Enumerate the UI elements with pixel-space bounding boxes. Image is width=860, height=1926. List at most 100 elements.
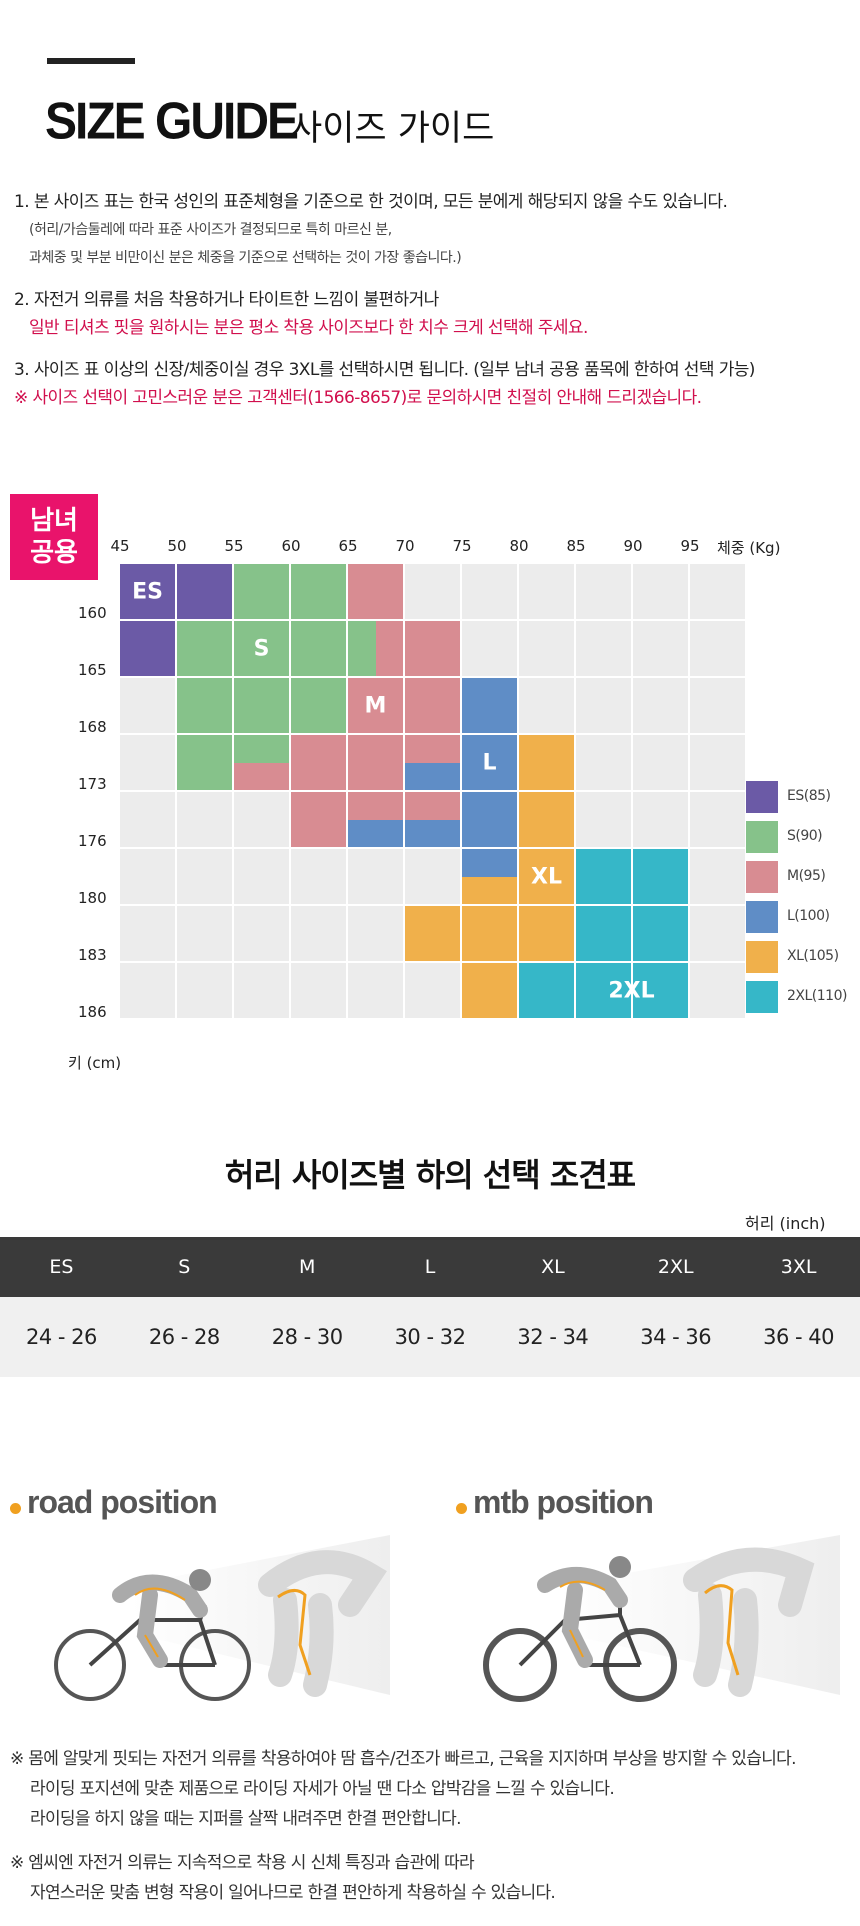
grid-cell-M	[348, 564, 403, 619]
grid-cell-ES	[120, 621, 175, 676]
grid-cell-M	[405, 678, 460, 733]
grid-cell-empty	[633, 564, 688, 619]
weight-tick-label: 45	[110, 537, 130, 555]
badge-line-1: 남녀	[30, 506, 78, 536]
grid-cell-2XL	[633, 906, 688, 961]
height-tick-label: 176	[78, 832, 107, 850]
weight-tick-label: 75	[452, 537, 472, 555]
waist-value-cell: 24 - 26	[25, 1325, 97, 1349]
grid-cell-empty	[234, 906, 289, 961]
grid-cell-empty	[348, 906, 403, 961]
legend-swatch-2XL	[746, 981, 778, 1013]
size-notes: 1. 본 사이즈 표는 한국 성인의 표준체형을 기준으로 한 것이며, 모든 …	[14, 188, 854, 412]
grid-cell-M	[234, 762, 289, 790]
grid-cell-M	[291, 792, 346, 847]
grid-cell-empty	[405, 849, 460, 904]
weight-tick-label: 65	[338, 537, 358, 555]
bottom-notes: ※ 몸에 알맞게 핏되는 자전거 의류를 착용하여야 땀 흡수/건조가 빠르고,…	[10, 1744, 860, 1908]
grid-cell-empty	[462, 621, 517, 676]
grid-cell-XL	[519, 906, 574, 961]
weight-tick-label: 50	[167, 537, 187, 555]
grid-cell-empty	[177, 906, 232, 961]
grid-cell-empty	[177, 849, 232, 904]
weight-tick-label: 70	[395, 537, 415, 555]
grid-cell-2XL	[633, 849, 688, 904]
grid-cell-empty	[120, 849, 175, 904]
road-cyclist-illustration	[54, 1535, 390, 1701]
grid-cell-L	[405, 762, 460, 790]
grid-cell-M	[348, 678, 403, 733]
road-position-title: road position	[27, 1484, 218, 1520]
grid-cell-M	[405, 621, 460, 676]
waist-header-cell: ES	[49, 1256, 74, 1278]
grid-cell-empty	[234, 792, 289, 847]
grid-cell-empty	[120, 792, 175, 847]
grid-cell-XL	[519, 849, 574, 904]
legend-label-S: S(90)	[787, 828, 823, 844]
height-tick-label: 186	[78, 1003, 107, 1021]
mtb-position-title: mtb position	[473, 1484, 654, 1520]
page-title-ko: 사이즈 가이드	[290, 109, 495, 149]
grid-cell-empty	[633, 621, 688, 676]
mtb-cyclist-illustration	[483, 1535, 840, 1702]
grid-cell-M	[375, 621, 403, 676]
waist-header-cell: M	[298, 1256, 316, 1278]
bullet-dot-icon	[456, 1503, 467, 1514]
height-tick-label: 168	[78, 718, 107, 736]
grid-cell-M	[405, 792, 460, 820]
grid-cell-empty	[291, 849, 346, 904]
grid-cell-empty	[348, 963, 403, 1018]
legend-label-ES: ES(85)	[787, 788, 831, 804]
grid-cell-empty	[405, 564, 460, 619]
grid-cell-2XL	[576, 849, 631, 904]
bullet-dot-icon	[10, 1503, 21, 1514]
bottom-note-5: 자연스러운 맞춤 변형 작용이 일어나므로 한결 편안하게 착용하실 수 있습니…	[30, 1883, 556, 1903]
size-label-XL: XL	[531, 864, 562, 889]
legend-swatch-XL	[746, 941, 778, 973]
grid-cell-XL	[519, 735, 574, 790]
page-title-en: SIZE GUIDE	[45, 93, 299, 151]
bottom-note-1: ※ 몸에 알맞게 핏되는 자전거 의류를 착용하여야 땀 흡수/건조가 빠르고,…	[10, 1749, 796, 1769]
grid-cell-empty	[576, 792, 631, 847]
waist-value-cell: 32 - 34	[517, 1325, 589, 1349]
grid-cell-L	[405, 819, 460, 847]
title-accent-bar	[47, 58, 135, 64]
grid-cell-empty	[576, 564, 631, 619]
height-tick-label: 160	[78, 604, 107, 622]
grid-cell-empty	[291, 963, 346, 1018]
grid-cell-empty	[690, 963, 745, 1018]
grid-cell-empty	[633, 792, 688, 847]
grid-cell-empty	[576, 735, 631, 790]
size-label-M: M	[364, 693, 387, 718]
grid-cell-empty	[690, 849, 745, 904]
grid-cell-M	[348, 735, 403, 790]
legend-label-L: L(100)	[787, 908, 830, 924]
grid-cell-empty	[690, 621, 745, 676]
grid-cell-S	[177, 735, 232, 790]
weight-tick-label: 80	[509, 537, 529, 555]
grid-cell-2XL	[576, 906, 631, 961]
weight-tick-label: 95	[680, 537, 700, 555]
legend-label-M: M(95)	[787, 868, 826, 884]
note-2: 2. 자전거 의류를 처음 착용하거나 타이트한 느낌이 불편하거나	[14, 290, 439, 310]
height-tick-label: 183	[78, 946, 107, 964]
grid-cell-2XL	[633, 963, 688, 1018]
grid-cell-S	[234, 678, 289, 733]
grid-cell-2XL	[576, 963, 631, 1018]
legend-label-XL: XL(105)	[787, 948, 839, 964]
bottom-note-3: 라이딩을 하지 않을 때는 지퍼를 살짝 내려주면 한결 편안합니다.	[30, 1809, 461, 1829]
grid-cell-empty	[234, 963, 289, 1018]
grid-cell-S	[234, 735, 289, 763]
weight-axis-unit: 체중 (Kg)	[717, 539, 781, 557]
note-1: 1. 본 사이즈 표는 한국 성인의 표준체형을 기준으로 한 것이며, 모든 …	[14, 192, 728, 212]
unisex-badge: 남녀 공용	[10, 494, 98, 580]
height-axis-unit: 키 (cm)	[68, 1054, 122, 1072]
grid-cell-2XL	[519, 963, 574, 1018]
grid-cell-empty	[690, 678, 745, 733]
grid-cell-empty	[120, 906, 175, 961]
grid-cell-S	[234, 621, 289, 676]
road-position-heading: road position	[10, 1484, 218, 1521]
bottom-note-4: ※ 엠씨엔 자전거 의류는 지속적으로 착용 시 신체 특징과 습관에 따라	[10, 1853, 475, 1873]
weight-tick-label: 55	[224, 537, 244, 555]
grid-cell-XL	[519, 792, 574, 847]
